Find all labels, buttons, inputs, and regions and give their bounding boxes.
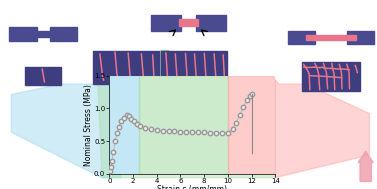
Polygon shape bbox=[358, 151, 373, 181]
Bar bbox=[228, 76, 275, 174]
Polygon shape bbox=[98, 79, 275, 178]
Bar bbox=[288, 31, 316, 44]
Polygon shape bbox=[11, 79, 121, 178]
Bar bbox=[26, 67, 61, 85]
Bar bbox=[109, 76, 139, 174]
Bar bbox=[151, 15, 181, 31]
Bar bbox=[93, 51, 159, 84]
Bar bbox=[50, 27, 77, 41]
Bar bbox=[161, 51, 227, 84]
Bar bbox=[179, 19, 198, 26]
Bar bbox=[302, 62, 360, 91]
Y-axis label: Nominal Stress (MPa): Nominal Stress (MPa) bbox=[84, 84, 92, 166]
Bar bbox=[305, 35, 356, 40]
Bar bbox=[196, 15, 226, 31]
X-axis label: Strain ε (mm/mm): Strain ε (mm/mm) bbox=[157, 185, 227, 189]
Bar bbox=[139, 76, 228, 174]
Polygon shape bbox=[275, 79, 369, 178]
Bar bbox=[160, 50, 168, 84]
Bar bbox=[31, 31, 56, 37]
Bar bbox=[346, 31, 374, 44]
Bar bbox=[9, 27, 37, 41]
